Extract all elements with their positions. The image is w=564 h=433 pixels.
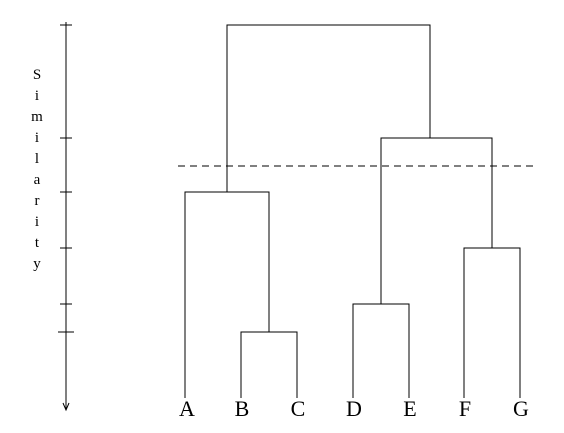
- axis-label-letter: r: [34, 193, 40, 209]
- leaf-label-f: F: [458, 396, 472, 421]
- axis-arrowhead: [62, 402, 70, 412]
- axis-label-letter: i: [34, 214, 40, 230]
- leaf-label-b: B: [234, 396, 250, 421]
- leaf-label-c: C: [290, 396, 306, 421]
- leaf-label-a: A: [179, 396, 195, 421]
- link-de: [352, 303, 410, 398]
- link-abc: [184, 191, 270, 398]
- axis-label-letter: y: [33, 256, 41, 272]
- link-fg: [463, 247, 521, 398]
- link-bc: [240, 331, 298, 398]
- similarity-axis: [58, 22, 74, 412]
- link-root: [226, 24, 431, 192]
- dendrogram-links: [184, 24, 521, 398]
- axis-label-letter: i: [34, 130, 40, 146]
- axis-label-letter: t: [34, 235, 40, 251]
- axis-label-letter: l: [34, 151, 40, 167]
- leaf-label-d: D: [346, 396, 362, 421]
- axis-label-letter: a: [33, 172, 41, 188]
- axis-label-letter: i: [34, 88, 40, 104]
- axis-label-letter: m: [31, 109, 43, 125]
- leaf-label-e: E: [403, 396, 417, 421]
- link-defg: [380, 137, 493, 304]
- axis-label-letter: S: [32, 67, 42, 83]
- leaf-label-g: G: [513, 396, 529, 421]
